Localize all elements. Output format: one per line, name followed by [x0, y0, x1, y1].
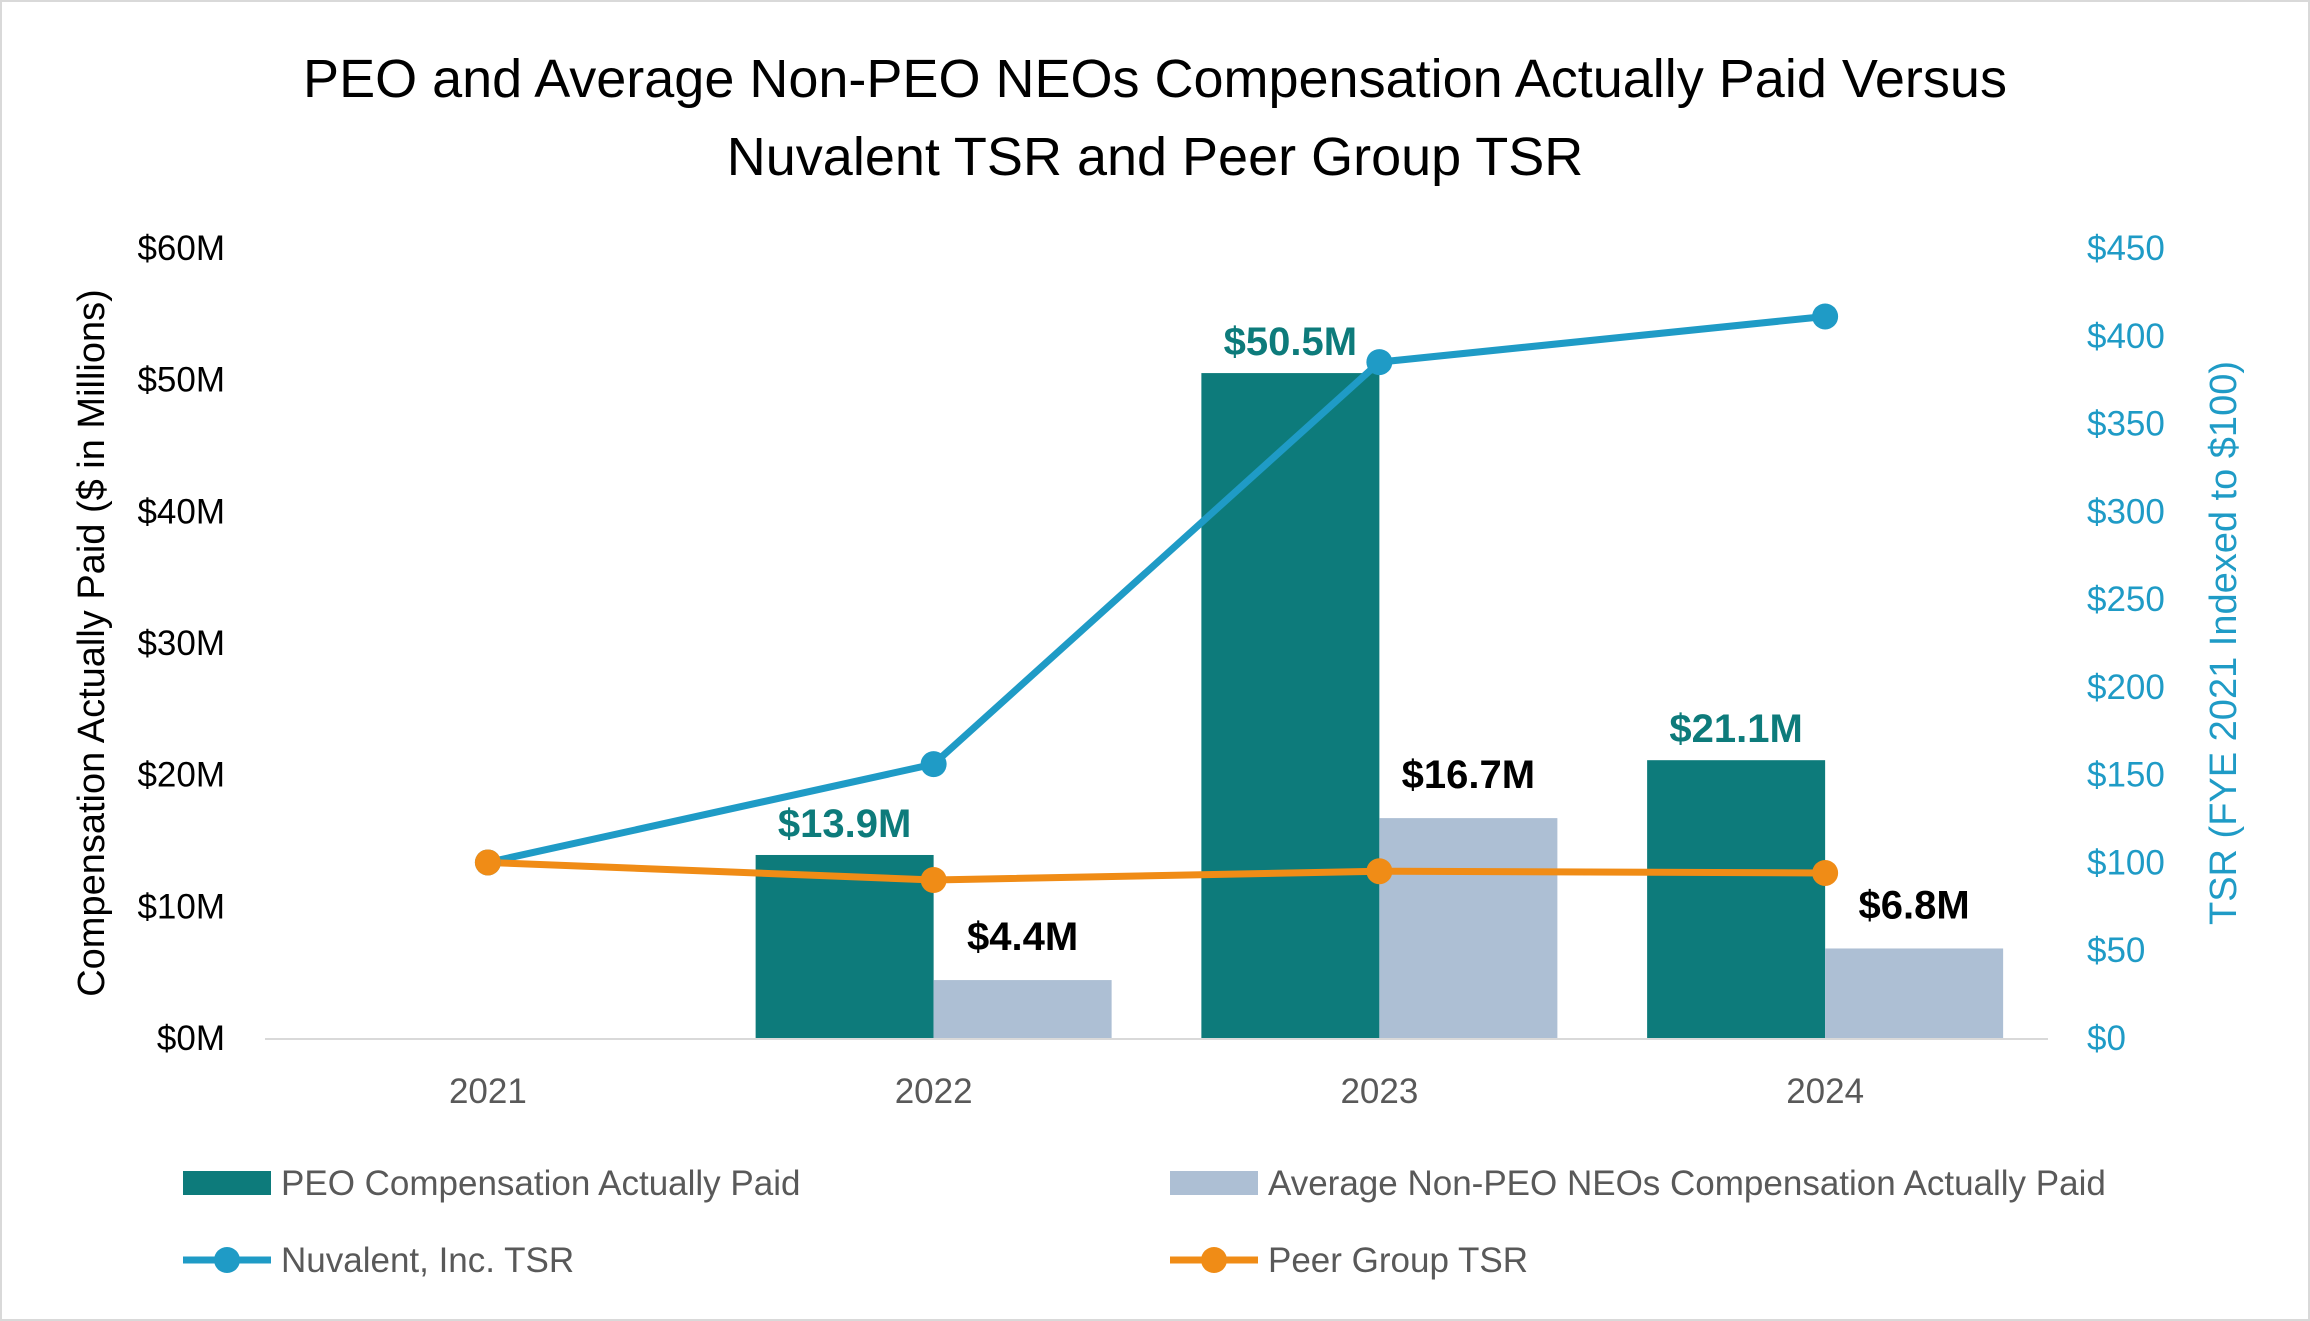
y-tick-label-right: $250: [2087, 580, 2165, 619]
peer-group-tsr-line: [487, 858, 1826, 884]
y-tick-label-right: $350: [2087, 405, 2165, 444]
y-tick-label-right: $150: [2087, 756, 2165, 795]
y-tick-label-right: $100: [2087, 843, 2165, 882]
non-peo-bar: [933, 980, 1112, 1038]
y-axis-title-left: Compensation Actually Paid ($ in Million…: [71, 289, 113, 997]
legend-non-peo-compensation-swatch: [1170, 1171, 1258, 1195]
non-peo-bar: [1379, 818, 1558, 1038]
legend-peer-group-tsr-swatch-marker: [1201, 1247, 1227, 1273]
y-axis-title-right: TSR (FYE 2021 Indexed to $100): [2203, 361, 2245, 925]
x-tick-label: 2022: [895, 1072, 973, 1111]
chart-title-line-1: PEO and Average Non-PEO NEOs Compensatio…: [303, 49, 2007, 109]
nuvalent-tsr-line: [487, 312, 1826, 866]
y-tick-label-left: $40M: [137, 492, 225, 531]
legend-peo-compensation-label: PEO Compensation Actually Paid: [281, 1164, 800, 1203]
y-tick-label-left: $30M: [137, 624, 225, 663]
peer-group-tsr-point: [1812, 859, 1839, 886]
legend-peo-compensation-swatch: [183, 1171, 271, 1195]
y-tick-label-right: $400: [2087, 317, 2165, 356]
non-peo-bar: [1825, 948, 2004, 1038]
legend-non-peo-compensation-label: Average Non-PEO NEOs Compensation Actual…: [1268, 1164, 2106, 1203]
peo-bar: [755, 854, 934, 1038]
y-tick-label-right: $200: [2087, 668, 2165, 707]
legend-nuvalent-tsr-label: Nuvalent, Inc. TSR: [281, 1241, 574, 1280]
y-tick-label-left: $60M: [137, 229, 225, 268]
legend-nuvalent-tsr-swatch-marker: [214, 1247, 240, 1273]
x-tick-label: 2024: [1786, 1072, 1864, 1111]
non-peo-bar-data-label: $6.8M: [1859, 883, 1970, 927]
nuvalent-tsr-point: [1366, 349, 1393, 376]
chart-title-line-2: Nuvalent TSR and Peer Group TSR: [726, 127, 1584, 187]
y-tick-label-right: $300: [2087, 492, 2165, 531]
y-tick-label-left: $0M: [157, 1019, 225, 1058]
peer-group-tsr-point: [920, 867, 947, 893]
y-tick-label-left: $50M: [137, 361, 225, 400]
x-tick-label: 2023: [1340, 1072, 1418, 1111]
peo-bar-data-label: $13.9M: [778, 802, 911, 846]
nuvalent-tsr-point: [1812, 303, 1839, 330]
y-tick-label-left: $10M: [137, 887, 225, 926]
chart-title: PEO and Average Non-PEO NEOs Compensatio…: [0, 40, 2310, 196]
y-tick-label-right: $450: [2087, 229, 2165, 268]
non-peo-bar-data-label: $4.4M: [967, 915, 1078, 959]
nuvalent-tsr-point: [920, 751, 947, 778]
y-tick-label-right: $50: [2087, 931, 2145, 970]
y-tick-label-right: $0: [2087, 1019, 2126, 1058]
non-peo-bar-data-label: $16.7M: [1402, 753, 1535, 797]
legend-peer-group-tsr-label: Peer Group TSR: [1268, 1241, 1528, 1280]
y-tick-label-left: $20M: [137, 756, 225, 795]
peo-bar-data-label: $21.1M: [1669, 707, 1802, 751]
peo-bar-data-label: $50.5M: [1224, 320, 1357, 364]
peer-group-tsr-point: [1366, 858, 1393, 885]
peer-group-tsr-point: [474, 849, 501, 876]
x-tick-label: 2021: [449, 1072, 527, 1111]
peo-bar: [1647, 760, 1826, 1038]
peo-bar: [1201, 373, 1380, 1038]
